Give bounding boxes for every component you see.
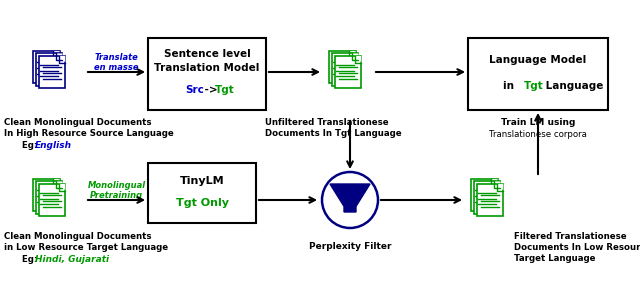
- Text: Eg:: Eg:: [22, 255, 40, 264]
- Text: Train LM using: Train LM using: [501, 118, 575, 127]
- FancyBboxPatch shape: [474, 181, 500, 214]
- FancyBboxPatch shape: [36, 53, 63, 86]
- Text: Tgt Only: Tgt Only: [175, 198, 228, 208]
- Text: Translate: Translate: [95, 53, 138, 62]
- Polygon shape: [494, 181, 500, 188]
- FancyBboxPatch shape: [38, 56, 65, 88]
- FancyBboxPatch shape: [332, 53, 358, 86]
- Text: Monolingual: Monolingual: [88, 181, 145, 190]
- Text: Documents In Low Resource: Documents In Low Resource: [514, 243, 640, 252]
- Text: In High Resource Source Language: In High Resource Source Language: [4, 129, 173, 138]
- Polygon shape: [53, 51, 60, 58]
- Polygon shape: [59, 56, 65, 63]
- Text: TinyLM: TinyLM: [180, 176, 224, 186]
- Text: Language Model: Language Model: [490, 55, 587, 65]
- Text: Clean Monolingual Documents: Clean Monolingual Documents: [4, 232, 152, 241]
- Text: en masse: en masse: [94, 63, 139, 72]
- Text: Documents In Tgt Language: Documents In Tgt Language: [265, 129, 402, 138]
- FancyBboxPatch shape: [33, 51, 60, 83]
- Text: in: in: [504, 81, 518, 91]
- FancyBboxPatch shape: [33, 179, 60, 212]
- Polygon shape: [330, 184, 370, 212]
- Text: Perplexity Filter: Perplexity Filter: [308, 242, 391, 251]
- Text: Src: Src: [185, 85, 204, 95]
- Text: Filtered Translationese: Filtered Translationese: [514, 232, 627, 241]
- FancyBboxPatch shape: [38, 184, 65, 216]
- Polygon shape: [56, 53, 63, 60]
- FancyBboxPatch shape: [335, 56, 362, 88]
- Text: English: English: [35, 141, 72, 150]
- Polygon shape: [59, 184, 65, 191]
- Text: Target Language: Target Language: [514, 254, 595, 263]
- FancyBboxPatch shape: [471, 179, 498, 212]
- Text: Tgt: Tgt: [215, 85, 235, 95]
- Text: Unfiltered Translationese: Unfiltered Translationese: [265, 118, 388, 127]
- Text: Translation Model: Translation Model: [154, 63, 260, 73]
- FancyBboxPatch shape: [36, 181, 63, 214]
- FancyBboxPatch shape: [468, 38, 608, 110]
- Text: Pretraining: Pretraining: [90, 191, 143, 200]
- Text: Eg:: Eg:: [22, 141, 40, 150]
- FancyBboxPatch shape: [329, 51, 356, 83]
- Polygon shape: [349, 51, 356, 58]
- Text: in Low Resource Target Language: in Low Resource Target Language: [4, 243, 168, 252]
- Text: Hindi, Gujarati: Hindi, Gujarati: [35, 255, 109, 264]
- Polygon shape: [355, 56, 362, 63]
- Polygon shape: [53, 179, 60, 186]
- Text: Clean Monolingual Documents: Clean Monolingual Documents: [4, 118, 152, 127]
- Text: Sentence level: Sentence level: [164, 49, 250, 59]
- Polygon shape: [491, 179, 498, 186]
- Text: Translationese corpora: Translationese corpora: [489, 130, 587, 139]
- Text: Language: Language: [542, 81, 604, 91]
- FancyBboxPatch shape: [148, 38, 266, 110]
- Polygon shape: [352, 53, 358, 60]
- Circle shape: [322, 172, 378, 228]
- Polygon shape: [497, 184, 503, 191]
- FancyBboxPatch shape: [477, 184, 503, 216]
- Polygon shape: [56, 181, 63, 188]
- FancyBboxPatch shape: [148, 163, 256, 223]
- Text: ->: ->: [201, 85, 221, 95]
- Text: Tgt: Tgt: [524, 81, 544, 91]
